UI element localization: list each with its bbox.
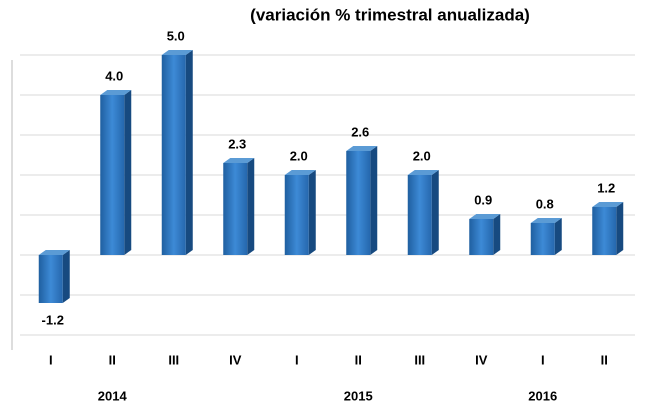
bar-side [124, 90, 132, 255]
bar-side [370, 146, 378, 255]
bar-top [407, 170, 439, 175]
data-label: 2.0 [290, 148, 308, 163]
data-label: 2.6 [351, 124, 369, 139]
data-label: 1.2 [597, 180, 615, 195]
bar-side [247, 158, 255, 255]
year-label: 2016 [528, 388, 557, 403]
bar [530, 223, 555, 255]
bar-side [308, 170, 316, 255]
x-tick-label: I [49, 352, 53, 367]
bar-side [554, 218, 562, 255]
bar-top [223, 158, 255, 163]
x-tick-label: IV [475, 352, 488, 367]
bar [223, 163, 248, 255]
x-tick-label: IV [229, 352, 242, 367]
bar-top [346, 146, 378, 151]
x-tick-label: III [414, 352, 425, 367]
data-label: 2.0 [413, 148, 431, 163]
data-label: 0.8 [536, 196, 554, 211]
bar-top [530, 218, 562, 223]
data-label: -1.2 [42, 312, 64, 327]
bar-top [592, 202, 624, 207]
data-label: 5.0 [167, 28, 185, 43]
bar-top [38, 250, 70, 255]
bar-top [469, 214, 501, 219]
bar [38, 255, 63, 303]
chart-title: (variación % trimestral anualizada) [250, 5, 530, 24]
bar-side [431, 170, 439, 255]
bar [469, 219, 494, 255]
bar-side [62, 250, 70, 303]
data-label: 2.3 [228, 136, 246, 151]
x-tick-label: II [355, 352, 362, 367]
bar [284, 175, 309, 255]
bar-top [100, 90, 132, 95]
x-tick-label: II [109, 352, 116, 367]
bar-side [185, 50, 193, 255]
x-tick-label: I [541, 352, 545, 367]
bar-side [493, 214, 501, 255]
bar-top [161, 50, 193, 55]
x-tick-label: I [295, 352, 299, 367]
bar [161, 55, 186, 255]
x-tick-label: III [168, 352, 179, 367]
bar [100, 95, 125, 255]
bar [592, 207, 617, 255]
year-label: 2014 [98, 388, 128, 403]
bar-side [616, 202, 624, 255]
data-label: 4.0 [105, 68, 123, 83]
data-label: 0.9 [474, 192, 492, 207]
bar-top [284, 170, 316, 175]
year-label: 2015 [344, 388, 373, 403]
bar [346, 151, 371, 255]
bar [407, 175, 432, 255]
x-tick-label: II [601, 352, 608, 367]
